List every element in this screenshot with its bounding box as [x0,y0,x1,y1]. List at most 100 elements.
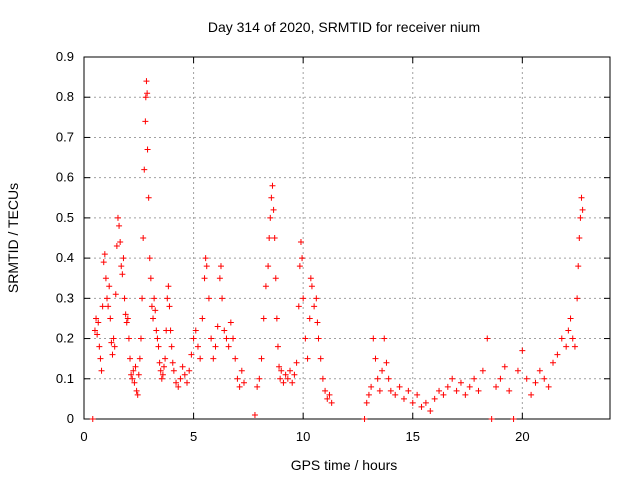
data-point [514,367,521,374]
data-point [155,343,162,350]
data-point [208,335,215,342]
data-point [569,335,576,342]
y-tick-label: 0 [67,411,74,426]
data-point [462,391,469,398]
data-point [409,399,416,406]
data-point [545,383,552,390]
data-point [376,387,383,394]
data-point [152,307,159,314]
data-point [299,255,306,262]
data-point [289,379,296,386]
data-point [137,335,144,342]
data-point [379,367,386,374]
data-point [304,355,311,362]
data-point [108,339,115,346]
data-point [94,331,101,338]
data-point [372,355,379,362]
data-point [307,275,314,282]
data-point [109,351,116,358]
data-point [201,275,208,282]
data-point [219,295,226,302]
data-point [142,94,149,101]
data-point [287,367,294,374]
data-point [97,355,104,362]
y-tick-label: 0.9 [56,49,74,64]
data-point [400,395,407,402]
data-point [225,343,232,350]
data-point [135,371,142,378]
data-point [274,343,281,350]
data-point [202,255,209,262]
data-point [558,335,565,342]
data-point [258,355,265,362]
data-point [144,146,151,153]
y-tick-label: 0.4 [56,250,74,265]
data-point [277,375,284,382]
data-point [254,383,261,390]
data-point [317,355,324,362]
data-point [238,367,245,374]
data-point [188,351,195,358]
data-point [284,375,291,382]
data-point [113,243,120,250]
data-point [146,255,153,262]
grid-lines [84,57,610,419]
data-point [308,283,315,290]
y-tick-label: 0.6 [56,170,74,185]
data-point [100,259,107,266]
data-point [116,222,123,229]
data-point [414,391,421,398]
data-point [311,303,318,310]
data-point [128,371,135,378]
data-point [497,375,504,382]
data-point [427,407,434,414]
data-point [107,315,114,322]
data-point [381,335,388,342]
data-point [278,367,285,374]
data-point [574,295,581,302]
data-point [297,239,304,246]
data-point [203,263,210,270]
data-point [217,263,224,270]
data-point [506,387,513,394]
data-point [140,235,147,241]
data-point [440,391,447,398]
data-point [159,371,166,378]
data-point [216,275,223,282]
data-point [528,391,535,398]
data-point [579,206,586,213]
data-point [134,391,141,398]
data-point [234,375,241,382]
data-point [267,214,274,221]
data-point [106,283,113,290]
data-point [158,375,165,382]
data-point [133,387,140,394]
data-point [392,391,399,398]
data-point [112,291,119,298]
data-point [147,275,154,282]
data-point [91,327,98,334]
data-point [120,255,127,262]
data-point [153,327,160,334]
data-point [177,375,184,382]
data-point [111,343,118,350]
data-point [370,335,377,342]
data-point [251,411,258,418]
data-point [523,375,530,382]
data-point [313,295,320,302]
data-point [565,327,572,334]
data-point [418,403,425,410]
data-point [143,78,150,85]
data-point [164,295,171,302]
x-tick-label: 15 [406,429,420,444]
data-point [212,343,219,350]
data-point [139,295,146,302]
data-point [93,315,100,322]
data-point [550,359,557,366]
plot-frame [83,56,611,420]
data-point [280,379,287,386]
data-point [475,387,482,394]
x-tick-label: 10 [296,429,310,444]
data-point [532,379,539,386]
data-point [536,367,543,374]
